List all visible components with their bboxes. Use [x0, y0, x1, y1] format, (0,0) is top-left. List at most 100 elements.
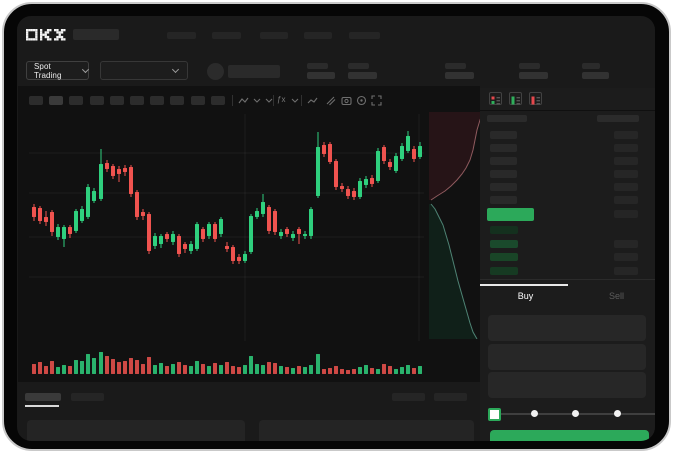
timeframe-button[interactable]	[211, 96, 225, 105]
slider-stop[interactable]	[531, 410, 538, 417]
timeframe-button[interactable]	[69, 96, 83, 105]
line-chart-icon[interactable]	[307, 96, 318, 106]
buy-tab-indicator	[480, 284, 568, 286]
timeframe-button-active[interactable]	[49, 96, 63, 105]
stat-label-placeholder	[582, 63, 600, 69]
stat-label-placeholder	[519, 63, 540, 69]
chevron-down-icon[interactable]	[253, 98, 261, 104]
bid-price-placeholder[interactable]	[490, 266, 518, 275]
candlestick-chart[interactable]	[29, 114, 424, 341]
ask-amount-placeholder[interactable]	[614, 170, 638, 178]
chevron-down-icon[interactable]	[291, 98, 299, 104]
coin-avatar	[207, 63, 224, 80]
app-screen: Spot Trading ƒx	[17, 16, 655, 441]
slider-handle[interactable]	[488, 408, 501, 421]
sell-tab-label: Sell	[608, 291, 624, 301]
bid-price-placeholder[interactable]	[490, 239, 518, 248]
nav-item-placeholder[interactable]	[349, 32, 380, 39]
stat-value-placeholder	[519, 72, 548, 79]
skeleton-title-block	[73, 29, 119, 40]
ask-amount-placeholder[interactable]	[614, 157, 638, 165]
nav-item-placeholder[interactable]	[304, 32, 332, 39]
ask-price-placeholder[interactable]	[490, 131, 517, 139]
orderbook-col-header-price	[487, 115, 527, 122]
timeframe-button[interactable]	[150, 96, 164, 105]
chevron-down-icon	[171, 65, 180, 74]
bid-price-placeholder[interactable]	[490, 226, 518, 234]
stat-value-placeholder	[348, 72, 377, 79]
ask-amount-placeholder[interactable]	[614, 196, 638, 204]
bottom-tab-active-placeholder[interactable]	[25, 393, 61, 401]
tab-sell[interactable]: Sell	[571, 286, 655, 306]
bottom-action-placeholder[interactable]	[434, 393, 467, 401]
ask-amount-placeholder[interactable]	[614, 144, 638, 152]
volume-histogram	[32, 352, 422, 374]
ask-amount-placeholder[interactable]	[614, 131, 638, 139]
ask-price-placeholder[interactable]	[490, 144, 517, 152]
timeframe-button[interactable]	[191, 96, 205, 105]
pair-search-dropdown[interactable]	[100, 61, 188, 80]
bid-amount-placeholder[interactable]	[614, 253, 638, 261]
ask-price-placeholder[interactable]	[490, 157, 517, 165]
nav-item-placeholder[interactable]	[260, 32, 288, 39]
orderbook-view-asks-icon[interactable]	[529, 92, 542, 105]
toolbar-divider	[273, 95, 274, 106]
bottom-panel-right[interactable]	[259, 420, 474, 441]
depth-chart	[429, 112, 484, 339]
stat-label-placeholder	[307, 63, 328, 69]
bid-amount-placeholder[interactable]	[614, 266, 638, 275]
active-tab-underline	[25, 405, 59, 407]
market-type-label: Spot Trading	[34, 61, 62, 80]
trendline-tool-icon[interactable]	[325, 95, 336, 106]
ask-price-placeholder[interactable]	[490, 170, 517, 178]
okx-logo-icon[interactable]	[26, 29, 67, 41]
nav-item-placeholder[interactable]	[212, 32, 241, 39]
chevron-down-icon	[82, 66, 90, 73]
bottom-action-placeholder[interactable]	[392, 393, 425, 401]
ask-amount-placeholder[interactable]	[614, 183, 638, 191]
slider-stop[interactable]	[614, 410, 621, 417]
orderbook-panel: Buy Sell	[480, 88, 655, 441]
toolbar-divider	[301, 95, 302, 106]
order-total-field[interactable]	[488, 372, 646, 398]
chevron-down-icon[interactable]	[265, 98, 273, 104]
orderbook-col-header-amount	[597, 115, 639, 122]
orderbook-view-all-icon[interactable]	[489, 92, 502, 105]
last-price-badge[interactable]	[487, 208, 534, 221]
fullscreen-icon[interactable]	[371, 95, 382, 106]
buy-tab-label: Buy	[517, 291, 534, 301]
stat-value-placeholder	[307, 72, 335, 79]
ask-price-placeholder[interactable]	[490, 196, 517, 204]
panel-divider	[480, 110, 655, 111]
timeframe-button[interactable]	[170, 96, 184, 105]
toolbar-divider	[232, 95, 233, 106]
orderbook-amount-placeholder	[614, 210, 638, 218]
stat-label-placeholder	[445, 63, 466, 69]
buy-submit-button[interactable]	[490, 430, 649, 441]
nav-item-placeholder[interactable]	[167, 32, 196, 39]
chart-type-icon[interactable]	[238, 96, 249, 106]
bottom-tab-placeholder[interactable]	[71, 393, 104, 401]
tab-buy[interactable]: Buy	[480, 286, 571, 306]
timeframe-button[interactable]	[90, 96, 104, 105]
orderbook-view-bids-icon[interactable]	[509, 92, 522, 105]
ask-price-placeholder[interactable]	[490, 183, 517, 191]
settings-gear-icon[interactable]	[356, 95, 367, 106]
timeframe-button[interactable]	[29, 96, 43, 105]
market-type-dropdown[interactable]: Spot Trading	[26, 61, 90, 80]
bottom-panel-left[interactable]	[27, 420, 245, 441]
bid-amount-placeholder[interactable]	[614, 239, 638, 248]
pair-name-placeholder	[228, 65, 280, 78]
timeframe-button[interactable]	[110, 96, 124, 105]
camera-icon[interactable]	[341, 95, 352, 106]
panel-divider	[480, 279, 655, 280]
timeframe-button[interactable]	[130, 96, 144, 105]
order-amount-field[interactable]	[488, 344, 646, 370]
slider-stop[interactable]	[572, 410, 579, 417]
stat-label-placeholder	[348, 63, 369, 69]
order-price-field[interactable]	[488, 315, 646, 341]
stat-value-placeholder	[582, 72, 609, 79]
indicators-fx-icon[interactable]: ƒx	[277, 95, 286, 104]
bid-price-placeholder[interactable]	[490, 253, 518, 261]
